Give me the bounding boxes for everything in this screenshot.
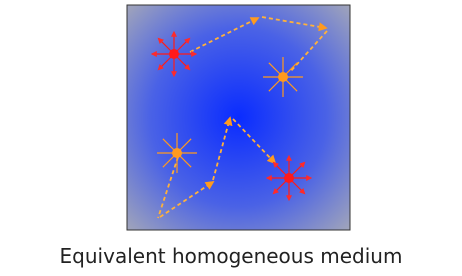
medium bbox=[127, 5, 350, 230]
page: {"caption": "Equivalent homogeneous medi… bbox=[0, 0, 462, 276]
source bbox=[169, 49, 179, 59]
source bbox=[278, 72, 288, 82]
diagram bbox=[0, 0, 462, 240]
source bbox=[172, 148, 182, 158]
source bbox=[284, 173, 294, 183]
caption: Equivalent homogeneous medium bbox=[0, 244, 462, 268]
